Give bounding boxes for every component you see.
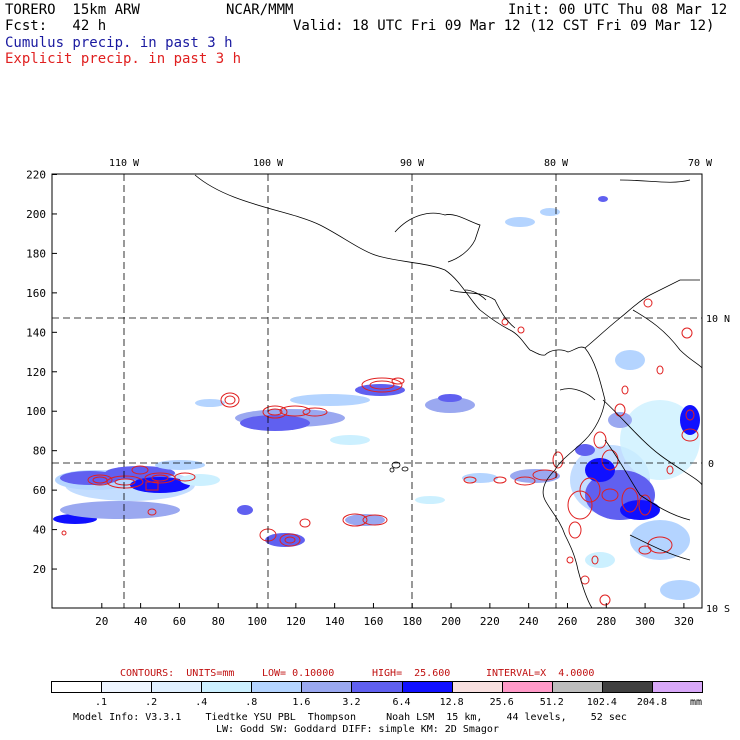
- contour-low: LOW= 0.10000: [262, 668, 335, 679]
- colorbar-swatch: [301, 681, 353, 693]
- colorbar-label: 25.6: [489, 697, 514, 708]
- y-axis: 20 40 60 80 100 120 140 160 180 200 220: [26, 169, 57, 576]
- colorbar-label: 1.6: [292, 697, 311, 708]
- colorbar-label: 3.2: [342, 697, 361, 708]
- colorbar-label: .1: [95, 697, 108, 708]
- colorbar-swatch: [101, 681, 153, 693]
- lat-lon-grid: [52, 174, 702, 608]
- explicit-precip-contours: [61, 298, 699, 606]
- colorbar-swatch: [151, 681, 203, 693]
- cumulus-precip-shading: [53, 196, 700, 600]
- model-info: Model Info: V3.3.1 Tiedtke YSU PBL Thomp…: [73, 712, 627, 723]
- colorbar-label: 102.4: [586, 697, 617, 708]
- y-tick-label: 100: [26, 405, 46, 418]
- colorbar-swatch: [551, 681, 603, 693]
- colorbar-label: 12.8: [439, 697, 464, 708]
- y-tick-label: 20: [33, 563, 46, 576]
- y-tick-label: 80: [33, 445, 46, 458]
- colorbar-swatch: [51, 681, 103, 693]
- init-time: Init: 00 UTC Thu 08 Mar 12: [508, 2, 728, 18]
- colorbar-label: .8: [245, 697, 258, 708]
- lat-label-0: 0: [708, 459, 714, 470]
- colorbar-swatch: [601, 681, 653, 693]
- x-tick-label: 100: [247, 615, 267, 628]
- x-axis: 20 40 60 80 100 120 140 160 180 200 220 240 260 280 30…: [95, 603, 694, 628]
- x-tick-label: 160: [364, 615, 384, 628]
- x-tick-label: 220: [480, 615, 500, 628]
- lat-label-10s: 10 S: [706, 604, 730, 615]
- lon-label-90w: 90 W: [400, 158, 425, 169]
- colorbar-label: .2: [145, 697, 158, 708]
- colorbar-swatch: [251, 681, 303, 693]
- valid-time: Valid: 18 UTC Fri 09 Mar 12 (12 CST Fri …: [293, 18, 715, 34]
- x-tick-label: 320: [674, 615, 694, 628]
- colorbar-label: 204.8: [636, 697, 667, 708]
- colorbar-label: 51.2: [539, 697, 564, 708]
- contour-interval: INTERVAL=X 4.0000: [486, 668, 595, 679]
- colorbar-label: 6.4: [392, 697, 411, 708]
- lon-label-100w: 100 W: [253, 158, 284, 169]
- x-tick-label: 240: [519, 615, 539, 628]
- y-tick-label: 160: [26, 287, 46, 300]
- x-tick-label: 180: [402, 615, 422, 628]
- lon-label-110w: 110 W: [109, 158, 140, 169]
- model-name: TORERO 15km ARW: [5, 2, 140, 18]
- contour-high: HIGH= 25.600: [372, 668, 451, 679]
- colorbar-swatch: [501, 681, 553, 693]
- plot-area: [52, 174, 702, 608]
- x-tick-label: 80: [212, 615, 225, 628]
- physics-info: LW: Godd SW: Goddard DIFF: simple KM: 2D…: [216, 724, 499, 735]
- x-tick-label: 40: [134, 615, 147, 628]
- colorbar-swatch: [401, 681, 453, 693]
- x-tick-label: 280: [596, 615, 616, 628]
- colorbar-swatch: [451, 681, 503, 693]
- colorbar-units: mm: [690, 697, 703, 708]
- x-tick-label: 60: [173, 615, 186, 628]
- lat-label-10n: 10 N: [706, 314, 730, 325]
- y-tick-label: 40: [33, 524, 46, 537]
- x-tick-label: 20: [95, 615, 108, 628]
- y-tick-label: 200: [26, 208, 46, 221]
- forecast-hour: Fcst: 42 h: [5, 18, 107, 34]
- colorbar-swatch: [201, 681, 253, 693]
- colorbar-swatch: [351, 681, 403, 693]
- field-explicit-label: Explicit precip. in past 3 h: [5, 51, 242, 67]
- lon-label-70w: 70 W: [688, 158, 713, 169]
- field-cumulus-label: Cumulus precip. in past 3 h: [5, 35, 233, 51]
- colorbar-swatch: [651, 681, 703, 693]
- x-tick-label: 120: [286, 615, 306, 628]
- colorbar-label: .4: [195, 697, 208, 708]
- y-tick-label: 140: [26, 326, 46, 339]
- x-tick-label: 260: [558, 615, 578, 628]
- x-tick-label: 140: [325, 615, 345, 628]
- x-tick-label: 300: [635, 615, 655, 628]
- contour-units: CONTOURS: UNITS=mm: [120, 668, 235, 679]
- galapagos-islands: [389, 461, 409, 473]
- y-tick-label: 220: [26, 169, 46, 182]
- plot-frame: [51, 173, 703, 609]
- y-tick-label: 180: [26, 247, 46, 260]
- x-tick-label: 200: [441, 615, 461, 628]
- y-tick-label: 60: [33, 484, 46, 497]
- lon-label-80w: 80 W: [544, 158, 569, 169]
- coastlines: [194, 174, 702, 608]
- y-tick-label: 120: [26, 366, 46, 379]
- organization: NCAR/MMM: [226, 2, 294, 18]
